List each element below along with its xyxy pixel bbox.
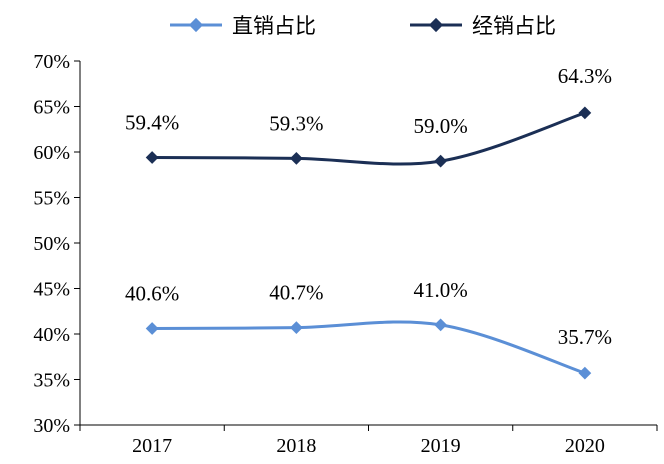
data-label: 64.3% <box>558 64 612 88</box>
legend-label-direct: 直销占比 <box>232 14 316 38</box>
data-label: 41.0% <box>414 278 468 302</box>
axes: 70% 65% 60% 55% 50% 45% 40% 35% 30% 2017 2018 2019 2… <box>33 51 658 457</box>
x-tick-label: 2017 <box>132 435 172 457</box>
x-tick-label: 2018 <box>276 435 316 457</box>
data-point <box>145 151 159 164</box>
y-tick-label: 55% <box>33 188 70 210</box>
legend-marker-direct <box>188 17 204 33</box>
data-point <box>290 152 303 165</box>
data-label: 40.7% <box>269 281 323 305</box>
data-point <box>434 154 447 168</box>
legend-item-direct: 直销占比 <box>170 14 316 38</box>
data-label: 35.7% <box>558 325 612 349</box>
y-tick-label: 60% <box>33 142 70 164</box>
x-tick-label: 2019 <box>421 435 461 457</box>
legend-marker-distributor <box>428 17 444 33</box>
data-point <box>578 366 592 380</box>
data-point <box>145 322 159 335</box>
legend-item-distributor: 经销占比 <box>410 14 556 38</box>
series-line-1 <box>152 111 586 166</box>
data-label: 59.3% <box>269 111 323 135</box>
series-0: 40.6% 40.7% 41.0% 35.7% <box>125 278 612 380</box>
data-label: 59.0% <box>414 114 468 138</box>
y-tick-label: 35% <box>33 370 70 392</box>
data-label: 59.4% <box>125 110 179 134</box>
y-tick-label: 65% <box>33 97 70 119</box>
series-1: 59.4% 59.3% 59.0% 64.3% <box>125 64 612 168</box>
y-tick-label: 45% <box>33 279 70 301</box>
y-tick-label: 40% <box>33 324 70 346</box>
data-point <box>290 321 303 334</box>
y-tick-label: 30% <box>33 415 70 437</box>
data-point <box>578 106 592 120</box>
x-tick-label: 2020 <box>565 435 605 457</box>
data-point <box>434 318 447 332</box>
data-label: 40.6% <box>125 282 179 306</box>
series-line-0 <box>152 320 586 375</box>
legend-label-distributor: 经销占比 <box>472 14 556 38</box>
y-tick-label: 50% <box>33 233 70 255</box>
y-tick-label: 70% <box>33 51 70 73</box>
legend: 直销占比 经销占比 <box>170 14 556 38</box>
plot-area: 40.6% 40.7% 41.0% 35.7% 59.4% 59.3% 59.0% 64.3% <box>125 64 612 380</box>
